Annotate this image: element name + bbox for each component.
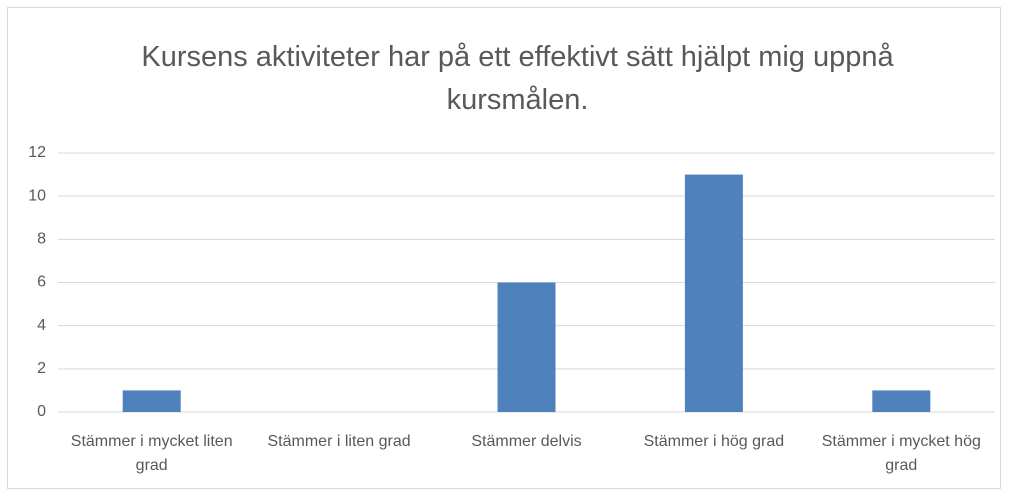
bar xyxy=(122,390,181,412)
chart-title: Kursens aktiviteter har på ett effektivt… xyxy=(141,41,894,116)
x-tick-label: Stämmer i mycket hög grad xyxy=(821,433,981,474)
y-tick-label: 12 xyxy=(28,144,46,161)
chart-frame xyxy=(7,7,1001,489)
y-tick-label: 4 xyxy=(37,317,46,334)
y-tick-label: 10 xyxy=(28,187,46,204)
y-tick-label: 0 xyxy=(37,403,46,420)
x-tick-label: Stämmer delvis xyxy=(471,433,582,450)
bar xyxy=(497,282,556,412)
y-tick-label: 8 xyxy=(37,231,46,248)
bar xyxy=(684,174,743,412)
bar xyxy=(872,390,931,412)
x-tick-label: Stämmer i liten grad xyxy=(267,433,411,450)
x-tick-label: Stämmer i hög grad xyxy=(643,433,785,450)
y-tick-label: 2 xyxy=(37,360,46,377)
y-tick-label: 6 xyxy=(37,274,46,291)
x-tick-label: Stämmer i mycket liten grad xyxy=(70,433,233,474)
